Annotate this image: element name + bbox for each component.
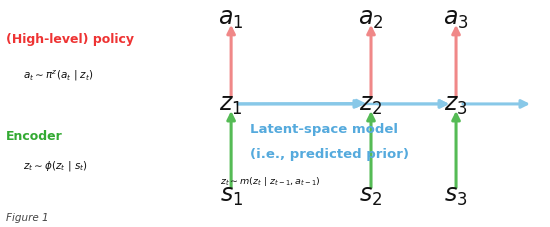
Text: $z_1$: $z_1$ [219,93,243,116]
Text: $a_t \sim \pi^z(a_t\ |\ z_t)$: $a_t \sim \pi^z(a_t\ |\ z_t)$ [23,68,93,82]
Text: $z_3$: $z_3$ [444,93,468,116]
Text: Encoder: Encoder [6,130,63,143]
Text: $z_2$: $z_2$ [359,93,383,116]
Text: $a_1$: $a_1$ [218,7,244,31]
Text: $s_1$: $s_1$ [219,183,243,207]
Text: (High-level) policy: (High-level) policy [6,33,134,46]
Text: $a_2$: $a_2$ [359,7,384,31]
Text: $a_3$: $a_3$ [443,7,469,31]
Text: Latent-space model: Latent-space model [250,123,398,136]
Text: $z_t \sim m(z_t\ |\ z_{t-1}, a_{t-1})$: $z_t \sim m(z_t\ |\ z_{t-1}, a_{t-1})$ [220,175,321,188]
Text: $s_2$: $s_2$ [359,183,383,207]
Text: Figure 1: Figure 1 [6,212,49,222]
Text: (i.e., predicted prior): (i.e., predicted prior) [250,148,409,160]
Text: $s_3$: $s_3$ [444,183,468,207]
Text: $z_t \sim \phi(z_t\ |\ s_t)$: $z_t \sim \phi(z_t\ |\ s_t)$ [23,158,87,172]
